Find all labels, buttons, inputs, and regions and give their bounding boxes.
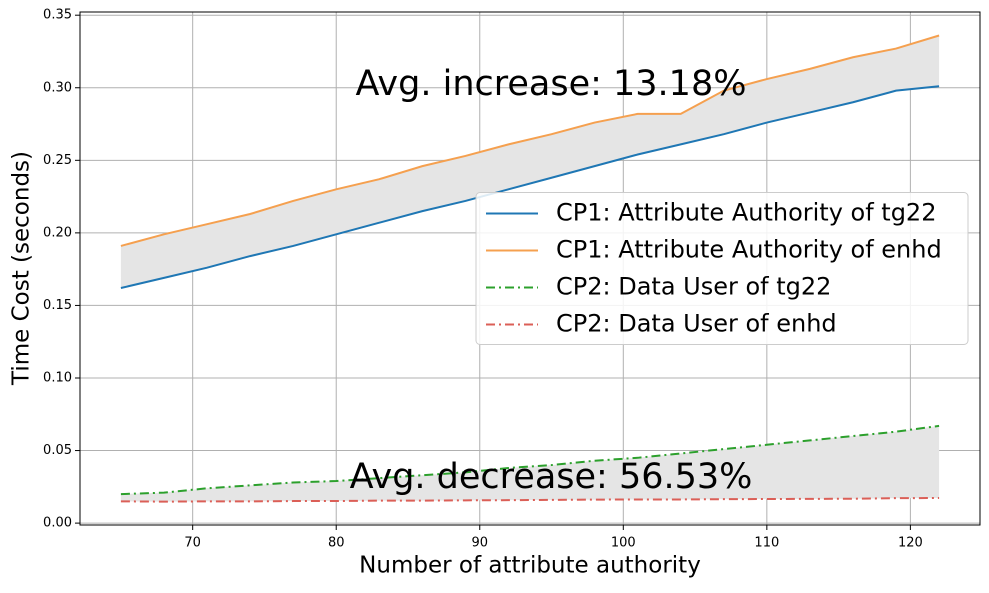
legend: CP1: Attribute Authority of tg22 CP1: Att… xyxy=(475,192,969,345)
annotation: Avg. decrease: 56.53% xyxy=(350,457,753,497)
legend-label: CP1: Attribute Authority of enhd xyxy=(556,236,942,264)
x-tick-label: 80 xyxy=(328,536,345,551)
y-tick-label: 0.20 xyxy=(43,225,72,240)
data-line xyxy=(120,85,940,289)
y-tick-label: 0.25 xyxy=(43,153,72,168)
fill-between xyxy=(120,35,940,289)
data-line xyxy=(120,34,940,247)
plot-frame xyxy=(79,11,981,526)
x-tick-label: 110 xyxy=(754,536,779,551)
data-line xyxy=(120,424,940,496)
x-tick-label: 70 xyxy=(184,536,201,551)
legend-label: CP1: Attribute Authority of tg22 xyxy=(556,199,936,227)
x-axis-label: Number of attribute authority xyxy=(359,553,701,579)
legend-label: CP2: Data User of enhd xyxy=(556,310,837,338)
y-tick-label: 0.00 xyxy=(43,516,72,531)
x-tick-label: 100 xyxy=(611,536,636,551)
legend-box xyxy=(475,192,969,345)
y-axis-label: Time Cost (seconds) xyxy=(9,151,35,386)
fill-between xyxy=(120,425,940,502)
y-tick-label: 0.30 xyxy=(43,80,72,95)
x-tick-label: 90 xyxy=(471,536,488,551)
y-tick-label: 0.15 xyxy=(43,298,72,313)
y-tick-label: 0.05 xyxy=(43,443,72,458)
legend-label: CP2: Data User of tg22 xyxy=(556,273,831,301)
data-line xyxy=(120,497,940,503)
y-tick-label: 0.35 xyxy=(43,8,72,23)
y-tick-label: 0.10 xyxy=(43,370,72,385)
annotation: Avg. increase: 13.18% xyxy=(356,64,747,104)
x-tick-label: 120 xyxy=(898,536,923,551)
